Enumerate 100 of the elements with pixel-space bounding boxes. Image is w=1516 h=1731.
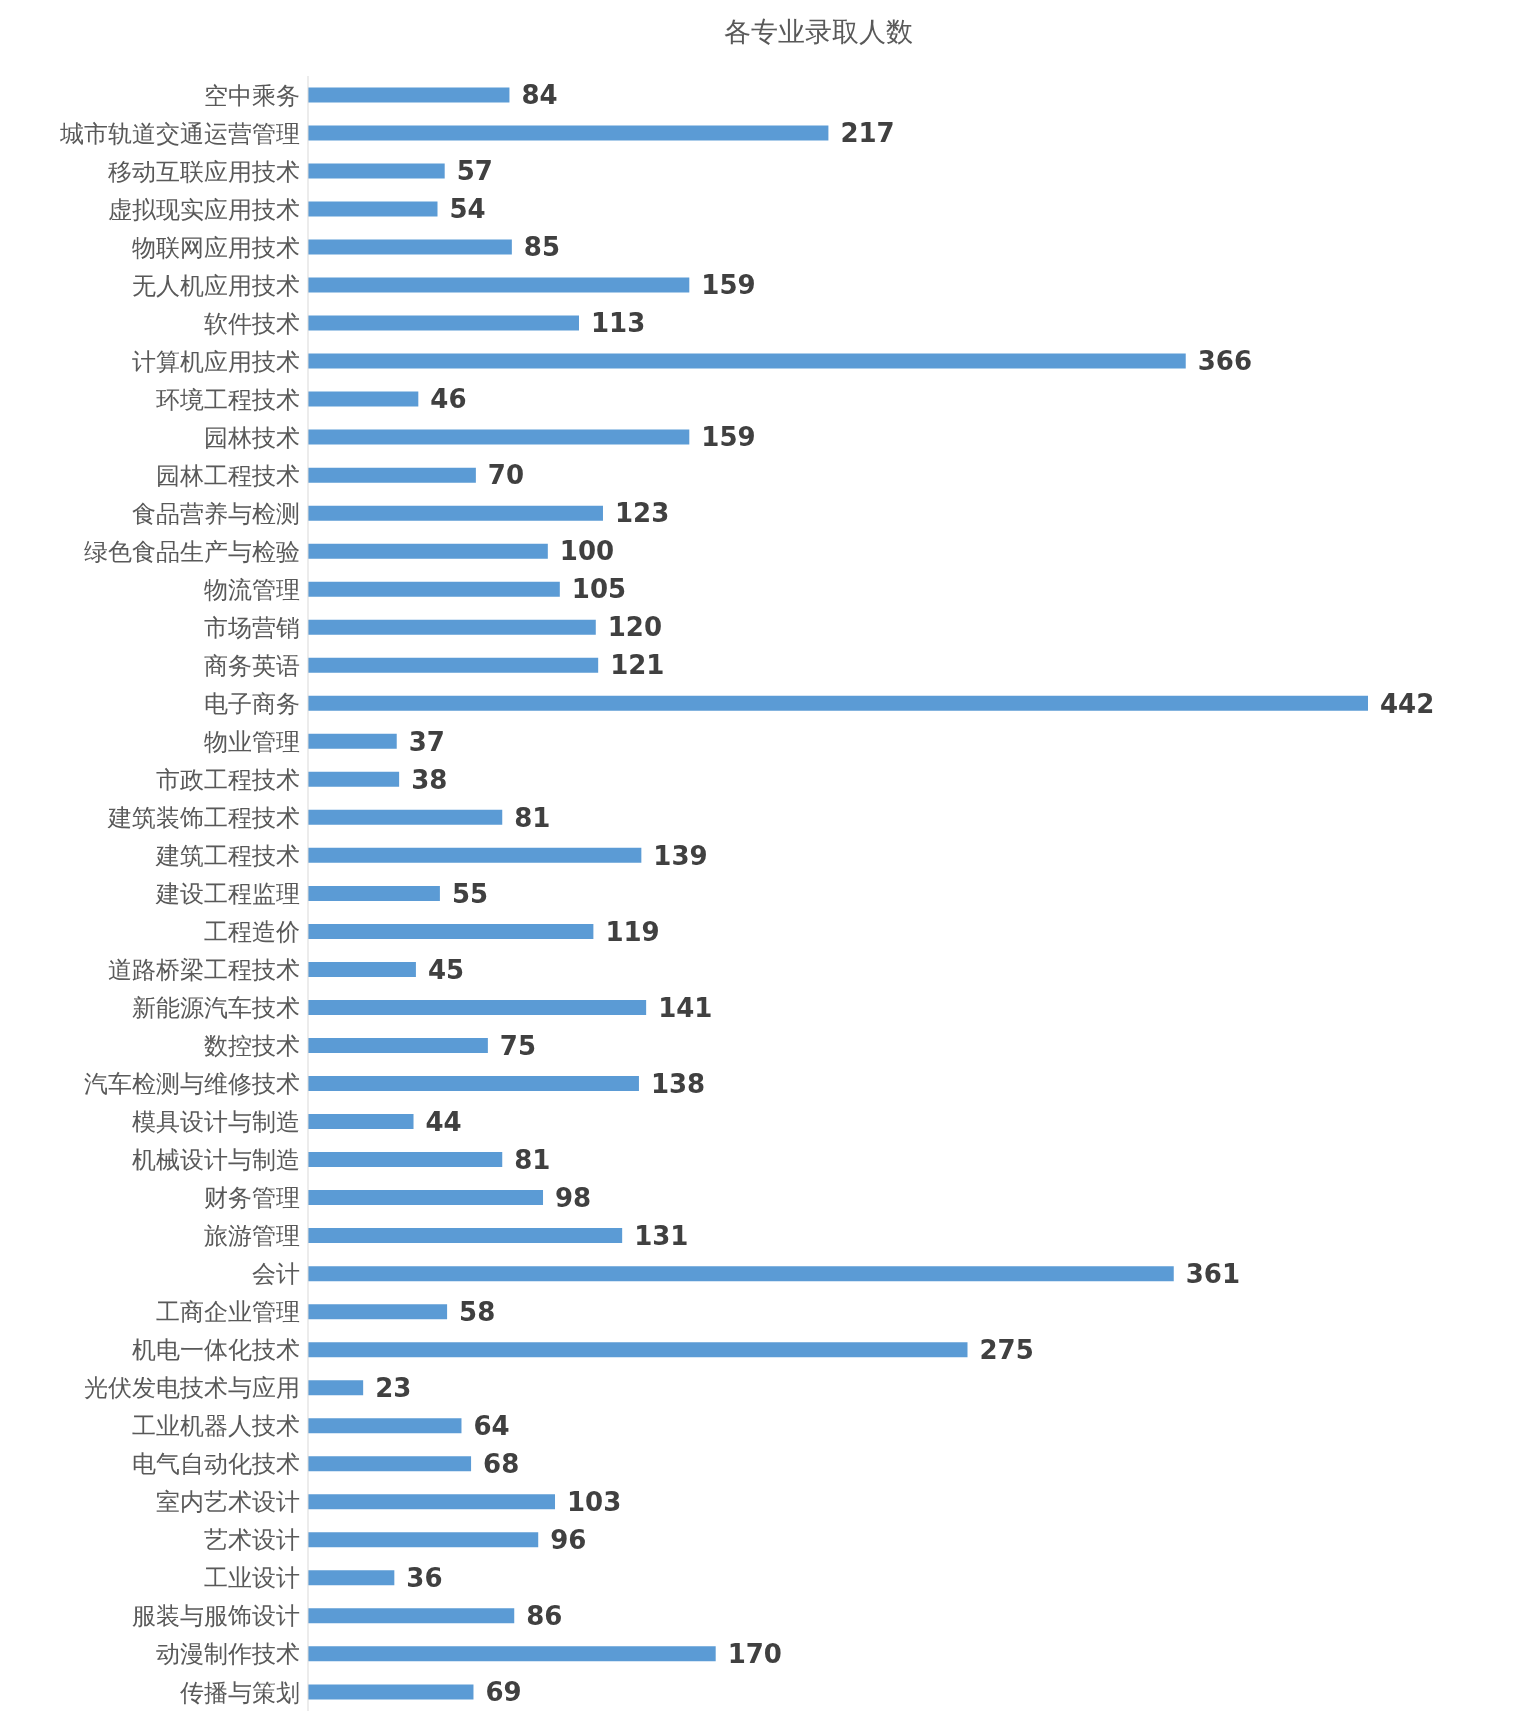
data-label: 69: [485, 1677, 522, 1708]
y-tick-label: 食品营养与检测: [132, 499, 300, 528]
bar: [308, 1076, 639, 1092]
y-tick-label: 环境工程技术: [156, 385, 300, 414]
data-label: 442: [1380, 688, 1435, 719]
y-tick-label: 移动互联应用技术: [108, 157, 300, 186]
data-label: 37: [408, 726, 445, 757]
y-tick-label: 艺术设计: [204, 1526, 300, 1555]
y-tick-label: 道路桥梁工程技术: [108, 956, 300, 985]
data-label: 141: [658, 992, 713, 1023]
bar: [308, 581, 560, 597]
y-tick-label: 市场营销: [204, 613, 300, 642]
y-tick-label: 空中乘务: [204, 81, 300, 110]
bar: [308, 657, 599, 673]
bar: [308, 1494, 556, 1510]
data-label: 100: [559, 536, 615, 567]
y-tick-label: 动漫制作技术: [156, 1640, 300, 1669]
y-tick-label: 模具设计与制造: [132, 1108, 300, 1137]
bar: [308, 1114, 414, 1130]
bar: [308, 1646, 716, 1662]
bar: [308, 505, 603, 521]
data-label: 123: [614, 498, 670, 529]
bar: [308, 1037, 488, 1053]
bar: [308, 201, 438, 217]
bar: [308, 543, 548, 559]
y-tick-label: 建筑工程技术: [155, 842, 300, 870]
y-tick-label: 物业管理: [204, 727, 300, 756]
data-label: 44: [425, 1106, 462, 1137]
bar: [308, 999, 647, 1015]
y-tick-label: 物流管理: [204, 575, 300, 604]
bar: [308, 1608, 515, 1624]
y-tick-label: 汽车检测与维修技术: [84, 1070, 300, 1099]
data-label: 54: [449, 194, 486, 225]
bar: [308, 467, 476, 483]
data-label: 105: [571, 574, 627, 605]
chart-title: 各专业录取人数: [722, 15, 914, 49]
y-tick-label: 工业机器人技术: [132, 1412, 300, 1441]
bar: [308, 1456, 472, 1472]
y-tick-label: 园林技术: [204, 423, 300, 452]
bar: [308, 163, 445, 179]
y-tick-label: 电气自动化技术: [132, 1450, 300, 1479]
y-tick-label: 建筑装饰工程技术: [107, 803, 300, 832]
y-tick-label: 物联网应用技术: [132, 233, 300, 262]
bar: [308, 429, 690, 445]
data-label: 68: [483, 1448, 520, 1479]
data-label: 98: [555, 1182, 592, 1213]
bar: [308, 125, 829, 141]
data-label: 86: [526, 1601, 563, 1632]
y-tick-label: 城市轨道交通运营管理: [59, 119, 300, 148]
data-label: 23: [375, 1372, 412, 1403]
bar: [308, 1342, 968, 1358]
data-label: 366: [1197, 346, 1253, 377]
data-label: 81: [514, 1144, 551, 1175]
y-tick-label: 工商企业管理: [156, 1298, 300, 1327]
y-tick-label: 服装与服饰设计: [132, 1602, 300, 1631]
bar: [308, 1532, 539, 1548]
bar: [308, 961, 416, 977]
data-label: 139: [653, 840, 708, 871]
y-tick-label: 建设工程监理: [155, 880, 300, 909]
bar: [308, 771, 400, 787]
data-label: 121: [610, 650, 665, 681]
y-tick-label: 室内艺术设计: [156, 1488, 300, 1517]
data-label: 119: [605, 916, 660, 947]
bar: [308, 847, 642, 863]
y-tick-label: 传播与策划: [180, 1678, 300, 1707]
data-label: 81: [514, 802, 551, 833]
bar: [308, 809, 503, 825]
bar: [308, 391, 419, 407]
data-label: 113: [591, 308, 646, 339]
data-label: 217: [840, 118, 895, 149]
data-label: 138: [650, 1068, 706, 1099]
y-tick-label: 绿色食品生产与检验: [84, 537, 300, 566]
bar: [308, 277, 690, 293]
data-label: 159: [701, 270, 756, 301]
data-label: 170: [727, 1639, 782, 1670]
data-label: 58: [459, 1296, 496, 1327]
bar: [308, 1304, 448, 1320]
data-label: 96: [550, 1525, 587, 1556]
y-tick-label: 机械设计与制造: [132, 1146, 300, 1175]
data-label: 36: [406, 1563, 443, 1594]
y-tick-label: 机电一体化技术: [132, 1336, 300, 1365]
data-label: 120: [607, 612, 663, 643]
y-tick-label: 财务管理: [204, 1184, 300, 1213]
data-label: 55: [451, 878, 489, 909]
y-tick-label: 计算机应用技术: [132, 347, 300, 376]
data-label: 84: [521, 80, 558, 111]
bar: [308, 1380, 364, 1396]
bar: [308, 1570, 395, 1586]
bar: [308, 1152, 503, 1168]
y-tick-label: 虚拟现实应用技术: [108, 195, 300, 224]
data-label: 45: [427, 954, 465, 985]
bar: [308, 885, 440, 901]
data-label: 57: [456, 156, 493, 187]
y-tick-label: 新能源汽车技术: [132, 994, 300, 1023]
data-label: 38: [411, 764, 448, 795]
bar: [308, 1266, 1174, 1282]
data-label: 159: [701, 422, 756, 453]
bar: [308, 695, 1368, 711]
data-label: 46: [430, 384, 467, 415]
bar: [308, 1684, 474, 1700]
